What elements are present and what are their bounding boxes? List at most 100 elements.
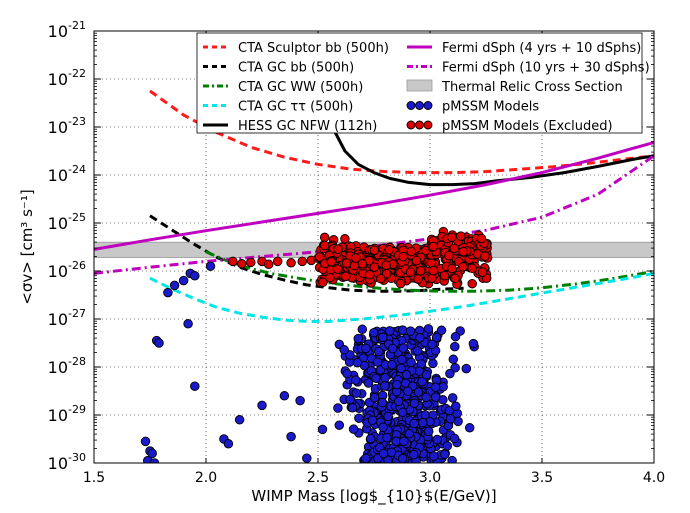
pmssm-point — [461, 363, 472, 374]
y-tick-exponent: -26 — [68, 259, 86, 272]
legend-swatch-pmssm — [415, 101, 424, 110]
pmssm-point — [396, 363, 406, 374]
pmssm-point — [445, 368, 455, 379]
pmssm-point — [412, 346, 423, 356]
pmssm-excluded-point — [398, 251, 408, 262]
pmssm-point — [430, 382, 441, 393]
pmssm-excluded-point — [450, 273, 460, 284]
y-tick-label: 10-26 — [48, 259, 86, 281]
pmssm-point — [223, 439, 234, 449]
pmssm-point — [415, 333, 425, 343]
x-tick-label: 3.0 — [419, 470, 441, 486]
pmssm-excluded-point — [427, 273, 437, 283]
pmssm-point — [450, 331, 461, 342]
y-tick-label: 10-27 — [48, 307, 86, 329]
y-axis-label: <σv> [cm³ s⁻¹] — [18, 189, 36, 304]
pmssm-excluded-point — [319, 240, 330, 251]
pmssm-excluded-point — [447, 232, 457, 242]
pmssm-point — [431, 332, 442, 343]
pmssm-excluded-point — [476, 233, 487, 244]
legend-swatch-pmssm — [406, 101, 416, 110]
pmssm-point — [403, 386, 413, 396]
legend-label: CTA GC WW (500h) — [238, 80, 363, 95]
pmssm-point — [418, 417, 428, 428]
y-tick-exponent: -25 — [68, 211, 86, 224]
pmssm-excluded-point — [405, 267, 416, 277]
pmssm-point — [401, 370, 412, 380]
pmssm-excluded-point — [263, 259, 274, 270]
pmssm-point — [295, 395, 305, 406]
legend-label: Fermi dSph (4 yrs + 10 dSphs) — [442, 41, 641, 56]
pmssm-point — [205, 261, 216, 271]
series-line-cta-sculptor-bb — [149, 89, 654, 175]
y-tick-label: 10-22 — [48, 67, 86, 89]
y-tick-base: 10 — [48, 406, 68, 425]
pmssm-excluded-point — [246, 257, 256, 268]
y-tick-exponent: -30 — [68, 451, 86, 464]
pmssm-point — [380, 373, 390, 383]
y-tick-base: 10 — [48, 166, 68, 185]
pmssm-excluded-point — [467, 263, 477, 274]
y-tick-base: 10 — [48, 310, 68, 329]
legend-label: Thermal Relic Cross Section — [441, 80, 623, 95]
y-tick-label: 10-28 — [48, 355, 86, 377]
pmssm-excluded-point — [439, 270, 450, 281]
pmssm-point — [380, 381, 390, 391]
legend: CTA Sculptor bb (500h) CTA GC bb (500h) CT… — [196, 32, 650, 134]
x-tick-label: 2.0 — [195, 470, 217, 486]
pmssm-point — [163, 287, 173, 298]
pmssm-excluded-point — [364, 269, 375, 280]
pmssm-excluded-point — [369, 262, 380, 272]
pmssm-excluded-point — [376, 273, 386, 284]
pmssm-point — [468, 338, 479, 349]
y-tick-label: 10-25 — [48, 211, 86, 233]
legend-label: HESS GC NFW (112h) — [238, 119, 377, 134]
x-axis-label: WIMP Mass [log$_{10}$(E/GeV)] — [251, 487, 496, 506]
pmssm-excluded-point — [477, 267, 488, 277]
pmssm-point — [369, 392, 380, 403]
pmssm-excluded-point — [297, 256, 308, 267]
pmssm-point — [405, 326, 416, 336]
legend-swatch-pmssm-excluded — [406, 120, 416, 130]
pmssm-point — [440, 449, 450, 460]
pmssm-point — [409, 449, 419, 460]
y-tick-exponent: -29 — [68, 403, 86, 416]
pmssm-excluded-point — [447, 263, 457, 274]
y-tick-base: 10 — [48, 22, 68, 41]
y-tick-base: 10 — [48, 214, 68, 233]
pmssm-point — [369, 327, 379, 338]
pmssm-point — [382, 432, 392, 443]
pmssm-point — [140, 436, 151, 447]
pmssm-point — [149, 458, 160, 463]
pmssm-point — [147, 448, 157, 459]
y-tick-exponent: -23 — [68, 115, 86, 128]
pmssm-point — [464, 423, 475, 433]
x-tick-label: 4.0 — [643, 470, 665, 486]
pmssm-point — [347, 403, 358, 413]
x-tick-label: 2.5 — [307, 470, 329, 486]
y-tick-label: 10-30 — [48, 451, 86, 473]
pmssm-excluded-point — [237, 259, 247, 269]
pmssm-excluded-point — [395, 278, 406, 289]
pmssm-point — [417, 376, 427, 387]
pmssm-point — [372, 357, 383, 367]
pmssm-point — [348, 424, 359, 434]
pmssm-point — [302, 453, 312, 463]
y-tick-base: 10 — [48, 262, 68, 281]
pmssm-point — [378, 422, 388, 433]
pmssm-excluded-point — [413, 274, 423, 284]
y-tick-exponent: -28 — [68, 355, 86, 368]
pmssm-excluded-point — [340, 271, 351, 282]
y-tick-exponent: -27 — [68, 307, 86, 320]
x-tick-label: 3.5 — [531, 470, 553, 486]
pmssm-point — [357, 324, 368, 335]
axis-ticks — [93, 30, 655, 464]
pmssm-excluded-point — [456, 231, 466, 241]
legend-label: pMSSM Models (Excluded) — [442, 119, 613, 134]
pmssm-point — [427, 339, 437, 350]
pmssm-point — [406, 357, 416, 368]
legend-label: pMSSM Models — [442, 100, 539, 115]
pmssm-point — [183, 319, 193, 329]
x-tick-label: 1.5 — [83, 470, 105, 486]
